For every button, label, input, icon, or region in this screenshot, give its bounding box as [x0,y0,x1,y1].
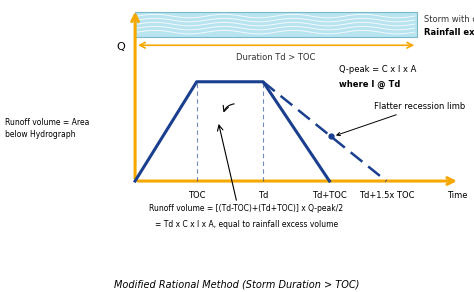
Text: = Td x C x I x A, equal to rainfall excess volume: = Td x C x I x A, equal to rainfall exce… [155,220,338,230]
Bar [135,12,417,36]
Text: Modified Rational Method (Storm Duration > TOC): Modified Rational Method (Storm Duration… [114,279,360,289]
Text: Duration Td > TOC: Duration Td > TOC [237,53,316,62]
Text: Q-peak = C x I x A: Q-peak = C x I x A [339,65,416,74]
Text: Runoff volume = [(Td-TOC)+(Td+TOC)] x Q-peak/2: Runoff volume = [(Td-TOC)+(Td+TOC)] x Q-… [149,204,344,213]
Text: Td+1.5x TOC: Td+1.5x TOC [358,191,414,200]
Text: Storm with constant intensity I: Storm with constant intensity I [424,15,474,24]
Text: Time: Time [447,191,468,200]
Text: where I @ Td: where I @ Td [339,80,400,89]
Text: TOC: TOC [188,191,205,200]
Text: Rainfall excess = C x I x Td: Rainfall excess = C x I x Td [424,28,474,37]
Text: Td+TOC: Td+TOC [312,191,347,200]
Text: Q: Q [117,42,126,52]
Text: Flatter recession limb: Flatter recession limb [337,102,466,135]
Text: Runoff volume = Area
below Hydrograph: Runoff volume = Area below Hydrograph [5,118,89,139]
Text: Td: Td [258,191,268,200]
